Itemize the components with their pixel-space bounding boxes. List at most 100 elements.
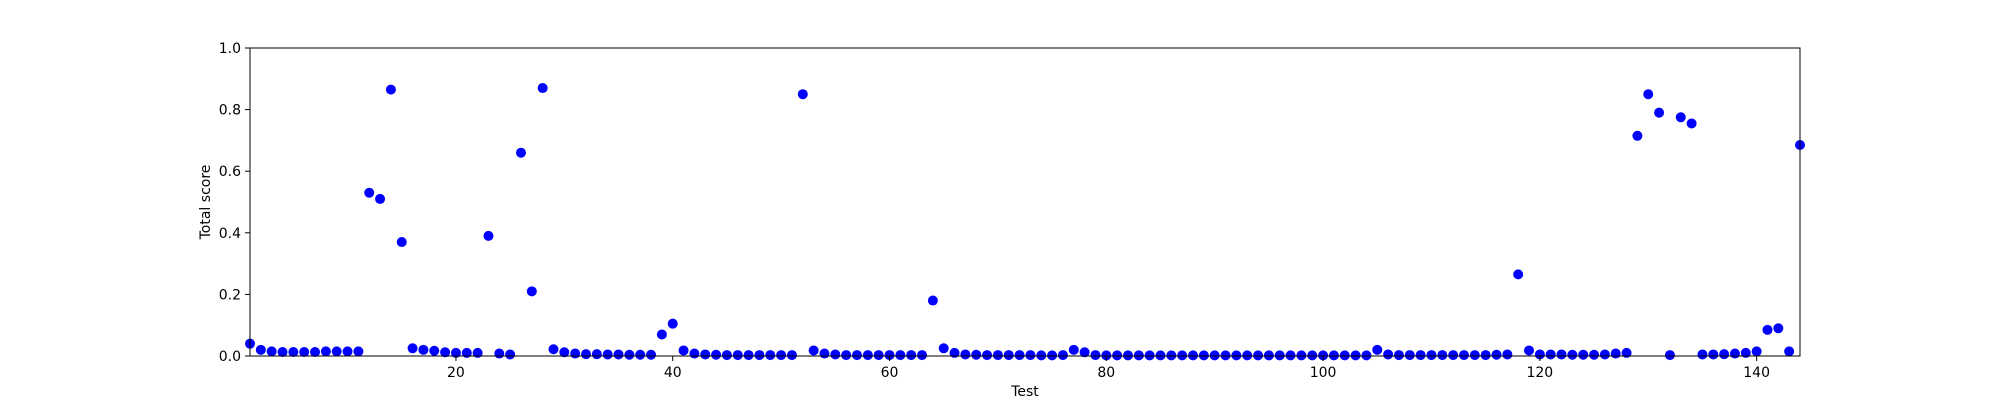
data-point (667, 318, 678, 329)
data-point (830, 349, 841, 360)
data-point (1296, 350, 1307, 361)
data-point (255, 344, 266, 355)
data-point (1697, 349, 1708, 360)
data-point (689, 348, 700, 359)
data-point (1361, 350, 1372, 361)
data-point (732, 350, 743, 361)
data-point (429, 345, 440, 356)
data-point (277, 346, 288, 357)
plot-frame (249, 47, 1801, 357)
data-point (1231, 350, 1242, 361)
x-tick-label: 100 (1310, 365, 1337, 381)
data-point (613, 349, 624, 360)
data-point (819, 348, 830, 359)
data-point (1307, 350, 1318, 361)
data-point (385, 84, 396, 95)
data-point (559, 347, 570, 358)
data-point (1090, 350, 1101, 361)
data-point (440, 347, 451, 358)
data-point (1524, 345, 1535, 356)
data-point (700, 349, 711, 360)
data-point (1057, 350, 1068, 361)
data-point (353, 346, 364, 357)
data-point (1751, 346, 1762, 357)
data-point (526, 286, 537, 297)
data-point (862, 350, 873, 361)
data-point (927, 295, 938, 306)
data-point (299, 346, 310, 357)
data-point (591, 349, 602, 360)
data-point (1122, 350, 1133, 361)
data-point (461, 347, 472, 358)
data-point (1621, 347, 1632, 358)
data-point (971, 349, 982, 360)
data-point (310, 346, 321, 357)
data-point (1654, 107, 1665, 118)
y-axis: 0.0 0.2 0.4 0.6 0.8 1.0 (219, 41, 250, 365)
data-point (581, 349, 592, 360)
data-point (1177, 350, 1188, 361)
y-axis-label: Total score (198, 165, 214, 241)
data-point (721, 350, 732, 361)
data-point (1762, 324, 1773, 335)
data-point (1003, 350, 1014, 361)
data-point (548, 344, 559, 355)
data-point (1545, 349, 1556, 360)
y-tick-label: 0.6 (219, 164, 241, 180)
data-point (873, 350, 884, 361)
data-point (1589, 349, 1600, 360)
data-point (743, 350, 754, 361)
data-point (906, 350, 917, 361)
x-axis: 20 40 60 80 100 120 140 (447, 356, 1770, 381)
data-point (1242, 350, 1253, 361)
data-point (602, 349, 613, 360)
data-point (1112, 350, 1123, 361)
data-point (656, 329, 667, 340)
data-point (1155, 350, 1166, 361)
data-point (1133, 350, 1144, 361)
data-point (450, 347, 461, 358)
x-tick-label: 120 (1526, 365, 1553, 381)
data-point (1686, 118, 1697, 129)
x-tick-label: 80 (1097, 365, 1115, 381)
data-point (1079, 347, 1090, 358)
data-point (1491, 349, 1502, 360)
data-point (917, 350, 928, 361)
data-point (1383, 349, 1394, 360)
data-point (515, 147, 526, 158)
data-point (1437, 350, 1448, 361)
data-point (646, 349, 657, 360)
x-tick-label: 20 (447, 365, 465, 381)
data-point (1220, 350, 1231, 361)
data-point (754, 350, 765, 361)
y-tick-label: 0.0 (219, 349, 241, 365)
data-point (364, 187, 375, 198)
data-point (895, 350, 906, 361)
data-point (331, 346, 342, 357)
data-point (375, 193, 386, 204)
data-point (320, 346, 331, 357)
x-tick-label: 40 (664, 365, 682, 381)
data-point (1068, 344, 1079, 355)
data-point (982, 350, 993, 361)
data-point (1664, 350, 1675, 361)
data-point (1643, 89, 1654, 100)
y-tick-label: 0.4 (219, 226, 241, 242)
data-point (1773, 323, 1784, 334)
data-point (1784, 346, 1795, 357)
x-tick-label: 140 (1743, 365, 1770, 381)
data-point (396, 237, 407, 248)
data-point (851, 350, 862, 361)
data-point (678, 345, 689, 356)
data-point (765, 350, 776, 361)
data-point (1448, 350, 1459, 361)
data-point (1556, 349, 1567, 360)
data-point (1198, 350, 1209, 361)
data-point (1480, 350, 1491, 361)
data-point (1188, 350, 1199, 361)
data-point (1209, 350, 1220, 361)
data-point (418, 344, 429, 355)
data-point (1567, 349, 1578, 360)
